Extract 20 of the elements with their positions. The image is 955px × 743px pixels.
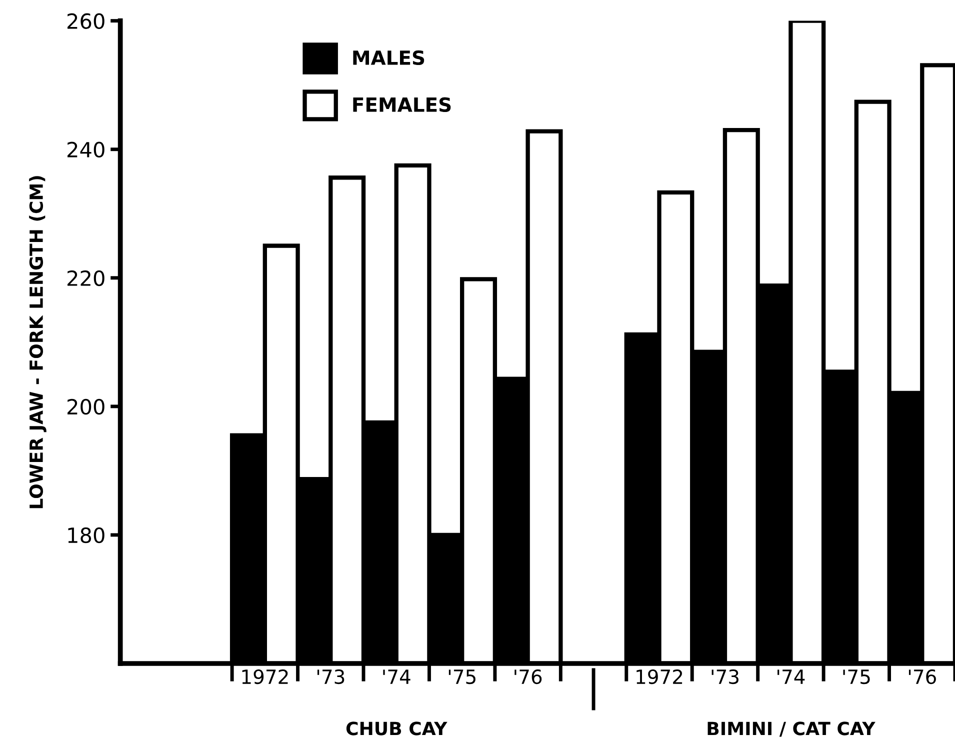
x-tick-label: 1972 [242, 669, 288, 684]
x-tick-label: '75 [448, 670, 476, 684]
y-tick-label: 180 [68, 527, 104, 544]
x-tick-label: '76 [908, 669, 936, 684]
x-tick-label: 1972 [636, 669, 682, 684]
y-tick-label: 200 [68, 398, 104, 415]
text: BIMINI / CAT CAY [708, 722, 876, 737]
x-tick-label: '74 [383, 670, 410, 684]
text: CHUB CAY [346, 722, 448, 736]
x-tick-label: '73 [317, 669, 344, 684]
y-tick-label: 220 [68, 270, 104, 286]
y-tick-label: 240 [68, 142, 104, 158]
y-axis-title: LOWER JAW - FORK LENGTH (CM) [29, 176, 46, 508]
x-tick-label: '76 [514, 669, 542, 684]
x-tick-label: '75 [843, 670, 870, 684]
x-tick-label: '73 [712, 669, 738, 684]
legend-label: FEMALES [353, 97, 451, 112]
x-tick-label: '74 [778, 670, 805, 684]
legend-label: MALES [353, 50, 424, 66]
y-tick-label: 260 [68, 13, 104, 30]
